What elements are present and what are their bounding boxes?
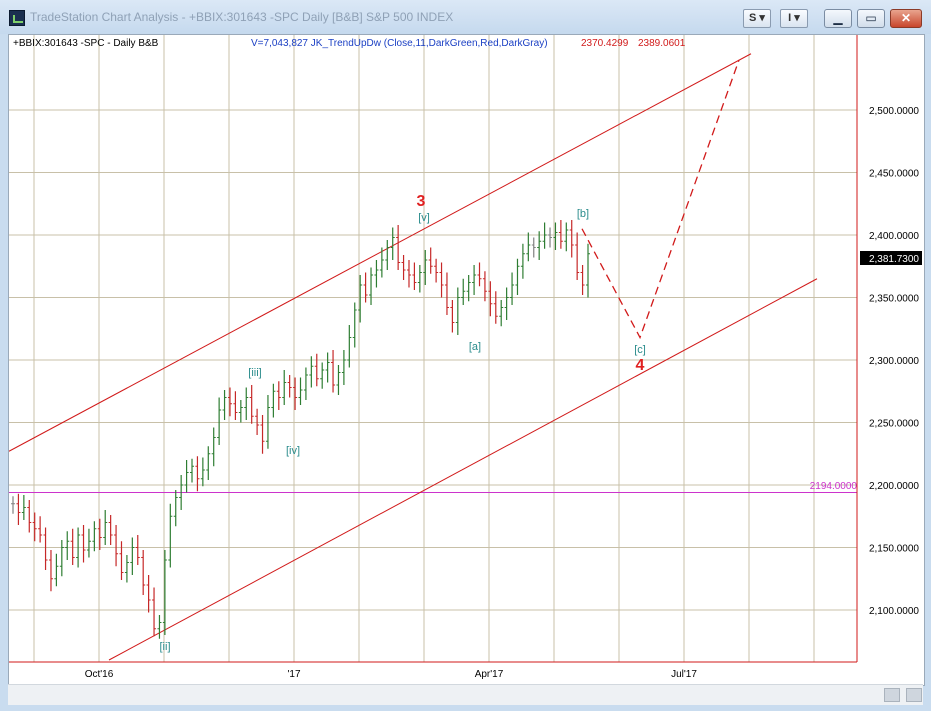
time-tick-label: Oct'16 bbox=[85, 669, 114, 680]
price-tick-label: 2,450.0000 bbox=[869, 169, 919, 180]
tradestation-app-icon bbox=[9, 10, 25, 26]
resize-grip[interactable] bbox=[906, 688, 922, 702]
time-axis: Oct'16 '17 Apr'17 Jul'17 bbox=[85, 669, 698, 680]
price-tick-label: 2,200.0000 bbox=[869, 481, 919, 492]
price-chart[interactable]: 2,500.0000 2,450.0000 2,400.0000 2,350.0000… bbox=[8, 35, 924, 685]
time-tick-label: Apr'17 bbox=[475, 669, 504, 680]
title-bar: TradeStation Chart Analysis - +BBIX:3016… bbox=[0, 0, 931, 34]
last-price-label: 2,381.7300 bbox=[869, 254, 919, 265]
time-tick-label: '17 bbox=[287, 669, 300, 680]
price-tick-label: 2,400.0000 bbox=[869, 231, 919, 242]
wave-3-label: 3 bbox=[417, 193, 426, 210]
grid-lines bbox=[9, 35, 857, 662]
wave-ii-label: [ii] bbox=[160, 641, 171, 653]
price-tick-label: 2,300.0000 bbox=[869, 356, 919, 367]
indicator-value-1: 2370.4299 bbox=[581, 38, 629, 49]
wave-projection bbox=[581, 59, 740, 340]
indicators-button[interactable]: I ▾ bbox=[780, 9, 808, 28]
channel-lower-line bbox=[108, 278, 818, 661]
symbol-label: +BBIX:301643 -SPC - Daily B&B bbox=[13, 38, 159, 49]
time-tick-label: Jul'17 bbox=[671, 669, 697, 680]
trend-channel bbox=[8, 53, 818, 661]
price-tick-label: 2,150.0000 bbox=[869, 544, 919, 555]
wave-c-label: [c] bbox=[634, 344, 646, 356]
chart-area[interactable]: 2,500.0000 2,450.0000 2,400.0000 2,350.0000… bbox=[8, 34, 925, 686]
last-price-marker bbox=[860, 251, 922, 265]
wave-v-label: [v] bbox=[418, 212, 430, 224]
support-level-label: 2194.0000 bbox=[810, 481, 858, 492]
price-tick-label: 2,350.0000 bbox=[869, 294, 919, 305]
close-icon: ✕ bbox=[900, 11, 912, 25]
restore-button[interactable]: ▭ bbox=[857, 9, 885, 28]
price-bars bbox=[11, 220, 590, 639]
window-title: TradeStation Chart Analysis - +BBIX:3016… bbox=[30, 10, 454, 24]
price-tick-label: 2,500.0000 bbox=[869, 106, 919, 117]
wave-iii-label: [iii] bbox=[248, 367, 261, 379]
price-tick-label: 2,100.0000 bbox=[869, 606, 919, 617]
wave-iv-label: [iv] bbox=[286, 445, 300, 457]
projected-wave-path bbox=[581, 59, 740, 340]
close-button[interactable]: ✕ bbox=[890, 9, 922, 28]
styles-button[interactable]: S ▾ bbox=[743, 9, 771, 28]
wave-4-label: 4 bbox=[636, 357, 645, 374]
horizontal-scrollbar[interactable] bbox=[8, 684, 923, 705]
minimize-button[interactable]: ▁ bbox=[824, 9, 852, 28]
restore-icon: ▭ bbox=[865, 11, 877, 25]
wave-a-label: [a] bbox=[469, 341, 481, 353]
price-axis: 2,500.0000 2,450.0000 2,400.0000 2,350.0000… bbox=[869, 106, 919, 617]
channel-upper-line bbox=[8, 53, 752, 452]
minimize-icon: ▁ bbox=[833, 11, 843, 25]
plot-background bbox=[9, 35, 857, 662]
indicator-label: V=7,043,827 JK_TrendUpDw (Close,11,DarkG… bbox=[251, 38, 548, 49]
wave-b-label: [b] bbox=[577, 208, 589, 220]
indicator-value-2: 2389.0601 bbox=[638, 38, 686, 49]
scroll-thumb[interactable] bbox=[884, 688, 900, 702]
price-tick-label: 2,250.0000 bbox=[869, 419, 919, 430]
